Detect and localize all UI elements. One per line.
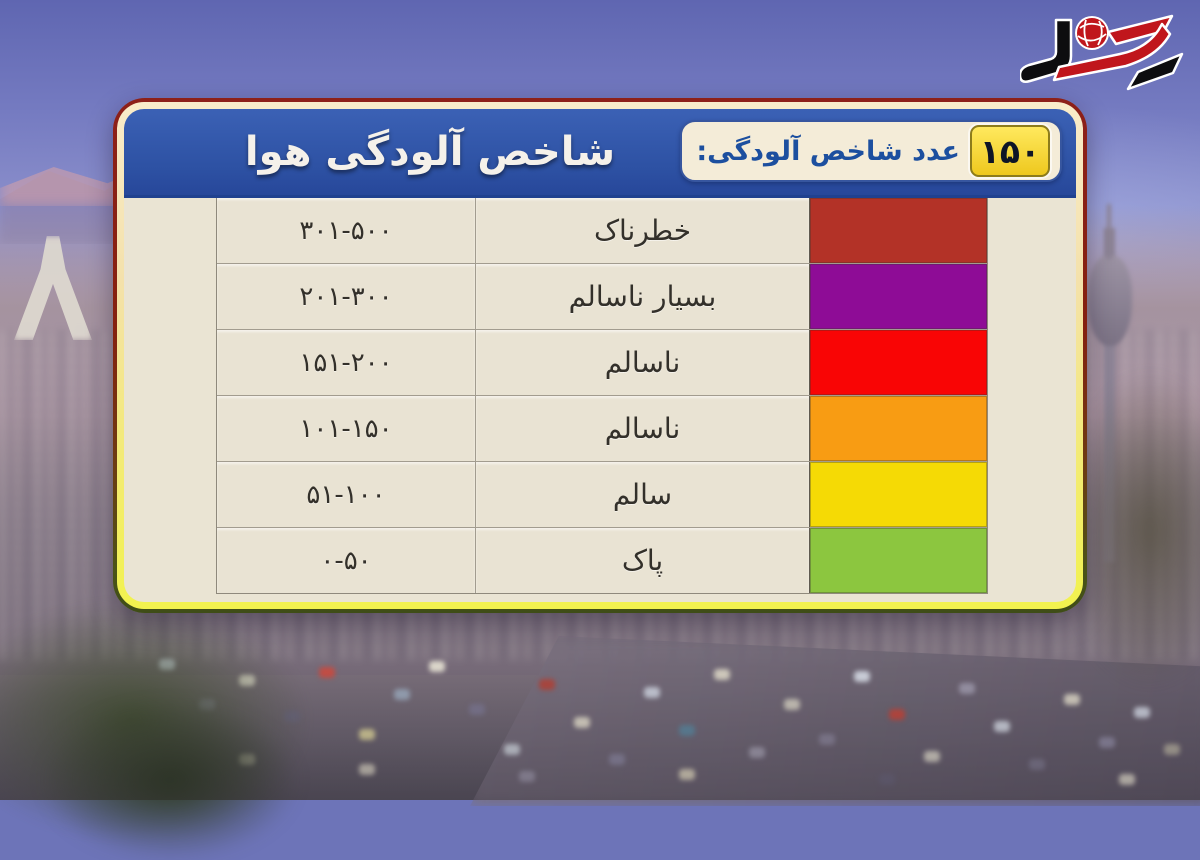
aqi-panel-inner-frame: شاخص آلودگی هوا ۱۵۰ عدد شاخص آلودگی: خطر… (117, 102, 1083, 609)
aqi-category-label: سالم (475, 462, 809, 527)
page-title: شاخص آلودگی هوا (244, 129, 616, 175)
aqi-category-label: خطرناک (475, 198, 809, 263)
aqi-value-badge: ۱۵۰ عدد شاخص آلودگی: (680, 120, 1062, 182)
table-row: ناسالم ۱۵۱-۲۰۰ (217, 329, 987, 395)
aqi-panel-frame: شاخص آلودگی هوا ۱۵۰ عدد شاخص آلودگی: خطر… (113, 98, 1087, 613)
aqi-color-swatch (809, 528, 987, 593)
aqi-table: خطرناک ۳۰۱-۵۰۰ بسیار ناسالم ۲۰۱-۳۰۰ ناسا… (216, 198, 988, 594)
aqi-color-swatch (809, 462, 987, 527)
aqi-range: ۱۵۱-۲۰۰ (217, 330, 475, 395)
table-row: بسیار ناسالم ۲۰۱-۳۰۰ (217, 263, 987, 329)
panel-header: شاخص آلودگی هوا ۱۵۰ عدد شاخص آلودگی: (124, 109, 1076, 198)
aqi-range: ۳۰۱-۵۰۰ (217, 198, 475, 263)
rokna-logo: رکنا (1018, 8, 1188, 102)
logo-kaf-sweep (1052, 22, 1172, 82)
aqi-current-value: ۱۵۰ (970, 125, 1050, 177)
table-row: پاک ۰-۵۰ (217, 527, 987, 593)
table-row: سالم ۵۱-۱۰۰ (217, 461, 987, 527)
aqi-color-swatch (809, 396, 987, 461)
logo-slash (1126, 52, 1184, 91)
milad-tower-antenna (1107, 204, 1111, 260)
aqi-color-swatch (809, 198, 987, 263)
panel-content: خطرناک ۳۰۱-۵۰۰ بسیار ناسالم ۲۰۱-۳۰۰ ناسا… (124, 198, 1076, 602)
aqi-badge-label: عدد شاخص آلودگی: (696, 135, 960, 167)
milad-tower-head (1088, 256, 1132, 346)
table-row: ناسالم ۱۰۱-۱۵۰ (217, 395, 987, 461)
aqi-range: ۰-۵۰ (217, 528, 475, 593)
aqi-panel: شاخص آلودگی هوا ۱۵۰ عدد شاخص آلودگی: خطر… (124, 109, 1076, 602)
aqi-category-label: ناسالم (475, 396, 809, 461)
aqi-color-swatch (809, 330, 987, 395)
aqi-category-label: بسیار ناسالم (475, 264, 809, 329)
table-row: خطرناک ۳۰۱-۵۰۰ (217, 198, 987, 263)
globe-icon (1075, 16, 1109, 50)
aqi-range: ۵۱-۱۰۰ (217, 462, 475, 527)
aqi-category-label: پاک (475, 528, 809, 593)
aqi-category-label: ناسالم (475, 330, 809, 395)
aqi-range: ۱۰۱-۱۵۰ (217, 396, 475, 461)
aqi-color-swatch (809, 264, 987, 329)
background-vignette (0, 650, 1200, 800)
background-traffic-cars (0, 0, 14, 9)
rokna-logo-graphic (1018, 14, 1184, 91)
aqi-range: ۲۰۱-۳۰۰ (217, 264, 475, 329)
